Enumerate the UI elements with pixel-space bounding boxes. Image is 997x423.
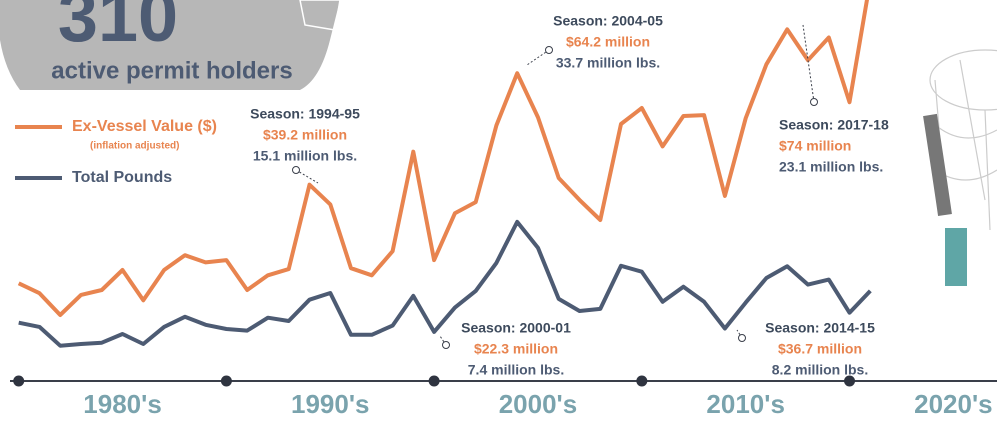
- net-frame: [923, 113, 952, 216]
- leader-dot: [810, 98, 818, 106]
- annotation-season: Season: 1994-95: [250, 106, 360, 122]
- decade-dot: [844, 375, 856, 387]
- annotation-pounds: 7.4 million lbs.: [468, 362, 564, 378]
- x-tick-label: 2000's: [499, 389, 577, 419]
- legend-label: Ex-Vessel Value ($): [72, 118, 217, 135]
- annotation-value: $74 million: [779, 138, 851, 154]
- annotation-pounds: 15.1 million lbs.: [253, 148, 357, 164]
- leader-dot: [442, 341, 450, 349]
- annotation-value: $39.2 million: [263, 127, 347, 143]
- permit-count: 310: [58, 0, 178, 57]
- annotation-pounds: 8.2 million lbs.: [772, 362, 868, 378]
- decade-dot: [13, 375, 25, 387]
- annotation-pounds: 33.7 million lbs.: [556, 55, 660, 71]
- decade-dot: [220, 375, 232, 387]
- annotation-value: $64.2 million: [566, 34, 650, 50]
- x-tick-label: 2010's: [706, 389, 784, 419]
- annotation-value: $36.7 million: [778, 341, 862, 357]
- annotation-season: Season: 2004-05: [553, 13, 663, 29]
- leader-line: [526, 49, 550, 66]
- boat-shape: [0, 0, 340, 90]
- annotation-value: $22.3 million: [474, 341, 558, 357]
- teal-shape: [945, 228, 967, 286]
- permit-caption: active permit holders: [51, 57, 292, 84]
- decade-dot: [428, 375, 440, 387]
- leader-dot: [292, 166, 300, 174]
- decade-dot: [636, 375, 648, 387]
- annotation-season: Season: 2014-15: [765, 320, 875, 336]
- annotation-season: Season: 2017-18: [779, 117, 889, 133]
- leader-dot: [738, 334, 746, 342]
- annotation-pounds: 23.1 million lbs.: [779, 159, 883, 175]
- leader-line: [802, 24, 815, 103]
- leader-line: [295, 169, 319, 184]
- leader-dot: [545, 46, 553, 54]
- x-tick-label: 1980's: [83, 389, 161, 419]
- x-tick-label: 2020's: [914, 389, 992, 419]
- boat-rail: [299, 0, 341, 31]
- series-line: [18, 219, 872, 348]
- legend-label: Total Pounds: [72, 169, 172, 186]
- legend-note: (inflation adjusted): [90, 141, 179, 152]
- series-line: [17, 0, 869, 317]
- annotation-season: Season: 2000-01: [461, 320, 571, 336]
- x-tick-label: 1990's: [291, 389, 369, 419]
